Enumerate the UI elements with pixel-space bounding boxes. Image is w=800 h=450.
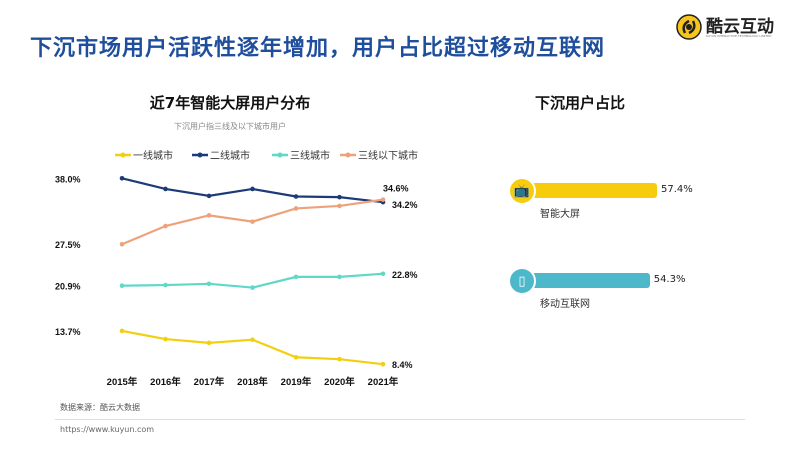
website-url: https://www.kuyun.com	[60, 425, 155, 434]
bar-chart-title: 下沉用户占比	[534, 94, 625, 112]
data-point	[119, 328, 125, 334]
chart-subtitle: 下沉用户指三线及以下城市用户	[174, 122, 286, 131]
legend-marker	[345, 152, 351, 158]
data-point	[380, 361, 386, 367]
logo-subtext: KUYUN INTERACTIVE TECHNOLOGY LIMITED	[706, 34, 772, 38]
legend-label: 一线城市	[133, 149, 173, 162]
data-point	[206, 193, 212, 199]
phone-icon: ▯	[508, 267, 536, 295]
legend-marker	[120, 152, 126, 158]
data-point	[380, 197, 386, 202]
data-point	[250, 337, 255, 342]
data-point	[119, 241, 125, 247]
data-point	[119, 283, 125, 288]
data-point	[163, 282, 168, 288]
data-label-first: 38.0%	[55, 174, 81, 184]
data-label-first: 20.9%	[55, 282, 81, 292]
bar-value-label: 54.3%	[653, 274, 686, 285]
chart-title: 近7年智能大屏用户分布	[149, 94, 311, 112]
x-tick-label: 2017年	[194, 376, 225, 388]
data-label-last: 8.4%	[392, 360, 413, 370]
x-tick-label: 2021年	[368, 376, 399, 388]
bar	[522, 183, 657, 198]
data-point	[293, 206, 299, 211]
legend-label: 三线城市	[290, 149, 330, 162]
legend-marker	[277, 152, 283, 158]
legend-marker	[197, 152, 203, 158]
data-point	[293, 194, 299, 199]
data-source: 数据来源：酷云大数据	[60, 403, 140, 412]
legend-label: 三线以下城市	[358, 149, 418, 162]
data-point	[337, 356, 342, 362]
logo: 酷云互动 KUYUN INTERACTIVE TECHNOLOGY LIMITE…	[676, 12, 796, 42]
data-point	[293, 354, 299, 360]
x-tick-label: 2020年	[324, 376, 355, 388]
data-point	[250, 285, 255, 290]
x-tick-label: 2016年	[150, 376, 181, 388]
line-chart: 一线城市 二线城市 三线城市 三线以下城市 13.7% 8.4% 38.0% 34.2% 20.…	[55, 149, 418, 388]
divider	[55, 419, 745, 420]
data-label-last: 34.2%	[392, 200, 418, 210]
x-tick-label: 2019年	[281, 376, 312, 388]
bar-category-label: 智能大屏	[540, 209, 580, 220]
legend-label: 二线城市	[210, 149, 250, 162]
data-point	[337, 194, 342, 200]
data-point	[293, 274, 299, 280]
data-point	[337, 274, 342, 280]
data-label-first: 27.5%	[55, 240, 81, 250]
data-point	[337, 203, 342, 209]
data-label-first: 13.7%	[55, 327, 81, 337]
logo-text: 酷云互动	[706, 17, 774, 37]
data-point	[206, 281, 212, 287]
data-point	[250, 186, 255, 192]
data-label-last: 34.6%	[383, 184, 409, 194]
data-label-last: 22.8%	[392, 270, 418, 280]
tv-icon: 📺	[508, 177, 536, 205]
bar	[522, 273, 650, 288]
data-point	[206, 340, 212, 346]
bar-value-label: 57.4%	[661, 184, 693, 195]
data-point	[119, 176, 125, 181]
page-title: 下沉市场用户活跃性逐年增加，用户占比超过移动互联网	[30, 36, 606, 61]
data-point	[163, 336, 168, 342]
data-point	[250, 219, 255, 224]
bar-category-label: 移动互联网	[540, 299, 590, 310]
data-point	[380, 271, 386, 277]
data-point	[163, 223, 168, 229]
data-point	[206, 213, 212, 218]
x-tick-label: 2015年	[107, 376, 138, 388]
data-point	[163, 186, 168, 192]
x-tick-label: 2018年	[237, 376, 268, 388]
logo-icon	[676, 14, 702, 40]
